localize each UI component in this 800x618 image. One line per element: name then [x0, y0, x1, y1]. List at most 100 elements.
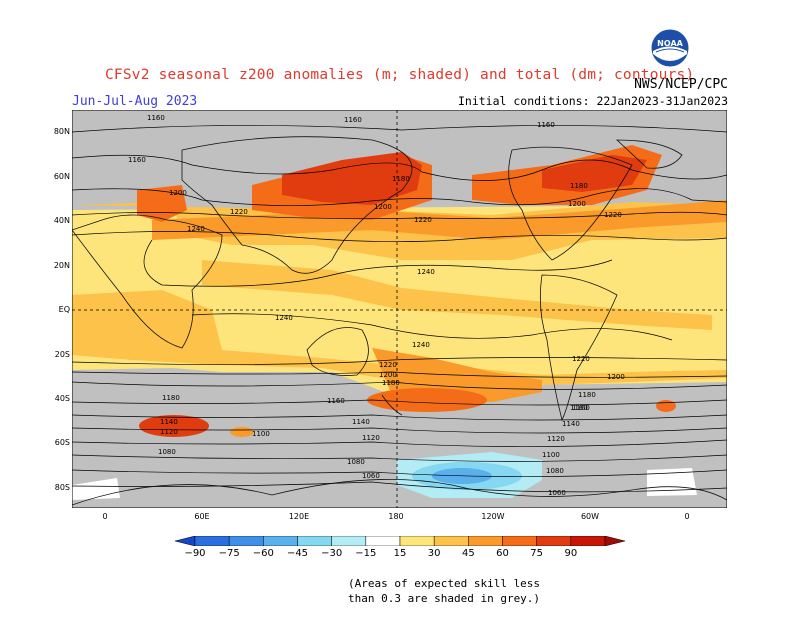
colorbar-tick-label: 30: [427, 548, 441, 559]
contour-labels: 1160 1160 1160 1160 1180 1180 1200 1200 …: [128, 114, 625, 497]
agency-label: NWS/NCEP/CPC: [634, 77, 728, 92]
lat-label: 60N: [53, 172, 70, 181]
lat-label: 80N: [53, 127, 70, 136]
colorbar-box: [331, 536, 367, 546]
skill-note: (Areas of expected skill less than 0.3 a…: [348, 576, 540, 606]
coastlines: [72, 136, 727, 506]
colorbar-box: [365, 536, 401, 546]
colorbar-box: [228, 536, 264, 546]
height-contours: [72, 125, 727, 493]
contour-label: 1240: [187, 225, 205, 233]
colorbar-tick-label: 15: [393, 548, 407, 559]
contour-label: 1160: [570, 404, 588, 412]
contour-label: 1120: [362, 434, 380, 442]
colorbar-box: [468, 536, 503, 546]
colorbar-tick-label: −45: [286, 548, 309, 559]
anomaly-band-75-north: [282, 152, 422, 205]
contour-label: 1200: [374, 203, 392, 211]
colorbar-tick-label: −60: [252, 548, 274, 559]
lon-label: 180: [388, 512, 404, 521]
colorbar-box: [399, 536, 435, 546]
colorbar-tick-label: −30: [321, 548, 343, 559]
lat-label: 80S: [54, 483, 70, 492]
lat-label: 40N: [53, 216, 70, 225]
contour-label: 1200: [607, 373, 625, 381]
colorbar-box: [570, 536, 606, 546]
initial-conditions-label: Initial conditions: 22Jan2023-31Jan2023: [457, 94, 728, 108]
contour-label: 1160: [344, 116, 362, 124]
lon-label: 0: [684, 512, 690, 521]
contour-label: 1080: [158, 448, 176, 456]
lat-label: 60S: [54, 438, 70, 447]
contour-label: 1160: [327, 397, 345, 405]
colorbar-tick-label: 60: [496, 548, 509, 559]
colorbar: [175, 536, 625, 546]
contour-label: 1220: [572, 355, 590, 363]
contour-label: 1180: [570, 182, 588, 190]
colorbar-tick-label: 45: [461, 548, 475, 559]
colorbar-box: [263, 536, 298, 546]
contour-label: 1180: [578, 391, 596, 399]
contour-label: 1160: [537, 121, 555, 129]
anomaly-high-south-indian-2: [230, 427, 254, 437]
contour-label: 1200: [379, 371, 397, 379]
anomaly-high-south-atlantic: [656, 400, 676, 412]
contour-label: 1060: [362, 472, 380, 480]
contour-label: 1140: [352, 418, 370, 426]
anomaly-high-tasman: [367, 388, 487, 412]
anomaly-high-south-indian: [139, 415, 209, 437]
contour-label: 1100: [542, 451, 560, 459]
skill-note-line: (Areas of expected skill less: [348, 577, 541, 590]
contour-label: 1240: [275, 314, 293, 322]
contour-label: 1080: [546, 467, 564, 475]
lat-label: 20S: [54, 350, 70, 359]
colorbar-tick-label: 90: [564, 548, 578, 559]
contour-label: 1160: [128, 156, 146, 164]
contour-label: 1120: [547, 435, 565, 443]
lon-label: 120E: [288, 512, 310, 521]
contour-label: 1120: [160, 428, 178, 436]
lon-label: 0: [102, 512, 108, 521]
neutral-patch-antarctic-east: [647, 468, 697, 496]
contour-label: 1160: [147, 114, 165, 122]
lon-label: 60E: [194, 512, 210, 521]
lon-label: 60W: [580, 512, 600, 521]
contour-label: 1180: [392, 175, 410, 183]
contour-label: 1220: [230, 208, 248, 216]
colorbar-box: [194, 536, 230, 546]
colorbar-box: [536, 536, 572, 546]
contour-label: 1060: [548, 489, 566, 497]
colorbar-tick-label: −15: [355, 548, 377, 559]
contour-label: 1200: [568, 200, 586, 208]
anomaly-band-45: [152, 200, 727, 240]
lon-label: 120W: [481, 512, 505, 521]
colorbar-box: [433, 536, 469, 546]
colorbar-tick-label: −75: [218, 548, 240, 559]
contour-label: 1140: [160, 418, 178, 426]
contour-label: 1180: [382, 379, 400, 387]
noaa-logo-icon: NOAA: [650, 28, 690, 68]
contour-label: 1220: [604, 211, 622, 219]
lat-label: 20N: [53, 261, 70, 270]
contour-label: 1220: [379, 361, 397, 369]
colorbar-box: [502, 536, 537, 546]
colorbar-tick-label: 75: [530, 548, 544, 559]
contour-label: 1240: [412, 341, 430, 349]
anomaly-band-30-pacific: [202, 260, 712, 330]
anomaly-band-30-south: [72, 290, 727, 385]
contour-label: 1160: [572, 404, 590, 412]
contour-label: 1200: [169, 189, 187, 197]
colorbar-tick-label: −90: [184, 548, 206, 559]
contour-label: 1220: [414, 216, 432, 224]
anomaly-map: 1160 1160 1160 1160 1180 1180 1200 1200 …: [72, 110, 727, 508]
colorbar-max-arrow: [604, 536, 625, 546]
colorbar-box: [297, 536, 332, 546]
figure-title: CFSv2 seasonal z200 anomalies (m; shaded…: [105, 67, 695, 83]
contour-label: 1080: [347, 458, 365, 466]
contour-label: 1100: [252, 430, 270, 438]
lat-label: EQ: [58, 305, 70, 314]
anomaly-band-75-atlantic: [542, 155, 647, 192]
contour-label: 1240: [417, 268, 435, 276]
contour-label: 1140: [562, 420, 580, 428]
lat-label: 40S: [54, 394, 70, 403]
